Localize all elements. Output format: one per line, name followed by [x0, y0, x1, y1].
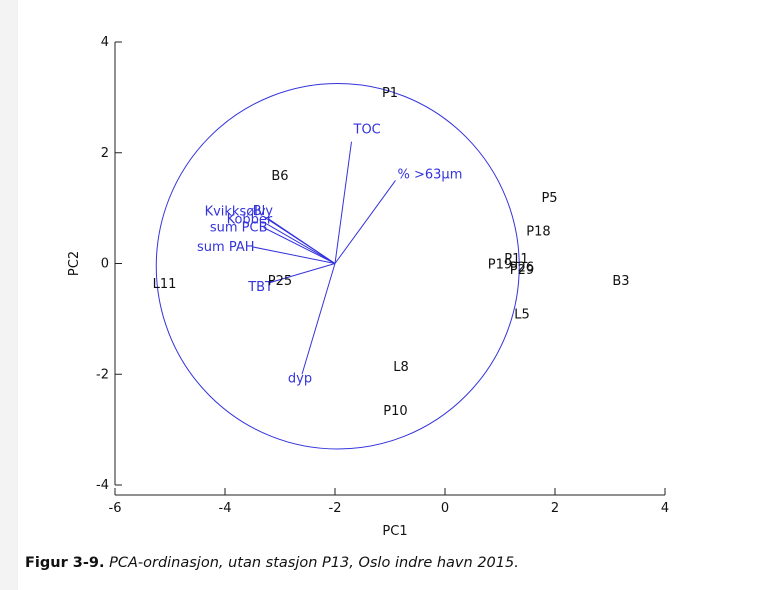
vector-line — [268, 263, 336, 284]
vector-label: TOC — [353, 123, 381, 138]
station-label: P19 — [488, 258, 512, 273]
station-label: L5 — [514, 307, 530, 322]
station-label: P11 — [504, 252, 528, 267]
y-tick-label: 2 — [101, 146, 109, 161]
x-tick-label: 2 — [551, 501, 559, 516]
correlation-circle — [155, 83, 520, 450]
figure-caption: Figur 3-9. PCA-ordinasjon, utan stasjon … — [25, 555, 755, 571]
vector-line — [334, 180, 396, 264]
vector-label: Bly — [253, 204, 274, 219]
station-label: P25 — [268, 274, 292, 289]
y-tick-label: -4 — [96, 478, 109, 493]
vector-label: Kvikksølv — [205, 204, 266, 219]
vector-line — [301, 263, 336, 375]
station-label: P26 — [510, 260, 534, 275]
x-tick-label: -2 — [329, 501, 342, 516]
station-label: P29 — [510, 263, 534, 278]
station-label: P1 — [382, 86, 398, 101]
station-label: B3 — [612, 274, 629, 289]
vector-label: % >63µm — [398, 167, 463, 182]
y-tick-label: 4 — [101, 35, 109, 50]
vector-line — [263, 227, 336, 264]
x-tick-label: 4 — [661, 501, 669, 516]
vector-label: TBT — [247, 280, 273, 295]
vector-line — [334, 141, 352, 264]
vector-label: Kobber — [227, 213, 273, 228]
x-tick-label: -4 — [219, 501, 232, 516]
vector-label: sum PCB — [210, 221, 268, 236]
station-label: B6 — [271, 169, 288, 184]
station-label: L11 — [153, 277, 177, 292]
y-axis-label: PC2 — [67, 251, 82, 276]
vector-line — [268, 218, 336, 264]
vector-label: sum PAH — [197, 240, 254, 255]
vector-line — [252, 246, 336, 264]
correlation-circle-layer — [155, 83, 520, 450]
y-tick-label: 0 — [101, 257, 109, 272]
caption-text: PCA-ordinasjon, utan stasjon P13, Oslo i… — [109, 555, 519, 571]
vector-label: dyp — [288, 371, 312, 386]
x-tick-label: -6 — [109, 501, 122, 516]
station-label: P5 — [541, 191, 557, 206]
station-label: P18 — [526, 224, 550, 239]
station-label: P10 — [383, 404, 407, 419]
figure: -4 -2 0 2 4 -6 -4 -2 0 2 4 PC1 PC2 TOC% >63µm Kvikksø… — [18, 0, 759, 590]
station-label: L8 — [393, 360, 409, 375]
vector-line — [265, 223, 336, 264]
x-tick-label: 0 — [441, 501, 449, 516]
x-axis-label: PC1 — [382, 524, 407, 539]
caption-label: Figur 3-9. — [25, 555, 105, 571]
y-tick-label: -2 — [96, 367, 109, 382]
